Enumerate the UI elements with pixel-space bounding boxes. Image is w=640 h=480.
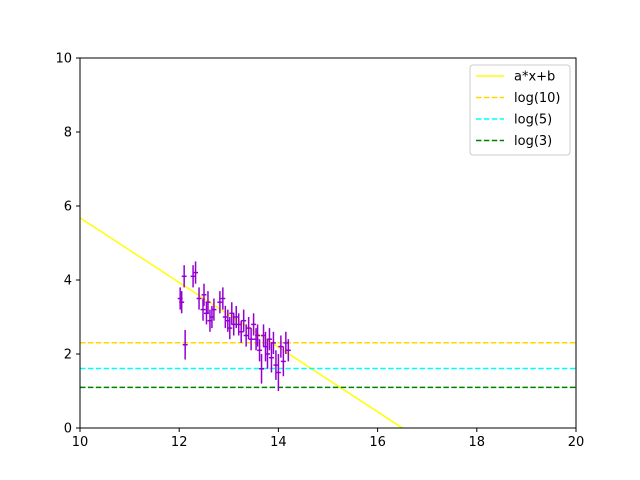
y-tick-label: 6 bbox=[64, 200, 72, 215]
x-tick-label: 20 bbox=[568, 435, 585, 450]
y-tick-label: 8 bbox=[64, 126, 72, 141]
x-axis: 10 12 14 16 18 20 bbox=[72, 428, 585, 450]
y-tick-label: 4 bbox=[64, 274, 72, 289]
errorbar-point bbox=[179, 291, 185, 314]
errorbar-point bbox=[280, 346, 286, 377]
x-tick-label: 18 bbox=[469, 435, 486, 450]
errorbar-point bbox=[278, 335, 284, 358]
errorbar-point bbox=[246, 317, 252, 340]
reference-lines bbox=[80, 217, 576, 428]
errorbar-point bbox=[241, 309, 247, 332]
x-tick-label: 14 bbox=[270, 435, 287, 450]
errorbar-point bbox=[270, 331, 276, 354]
x-tick-label: 12 bbox=[171, 435, 188, 450]
legend-box bbox=[469, 64, 571, 156]
errorbar-point bbox=[259, 354, 265, 384]
errorbar-point bbox=[222, 305, 228, 329]
errorbar-point bbox=[193, 261, 199, 284]
x-tick-label: 16 bbox=[369, 435, 386, 450]
y-axis: 0 2 4 6 8 10 bbox=[55, 52, 80, 437]
errorbar-point bbox=[201, 283, 207, 306]
errorbar-point bbox=[205, 291, 211, 314]
errorbar-point bbox=[227, 317, 233, 340]
legend-item: log(5) bbox=[476, 113, 552, 128]
errorbar-point bbox=[255, 324, 261, 347]
x-tick-label: 10 bbox=[72, 435, 89, 450]
legend-label: log(3) bbox=[514, 134, 552, 149]
errorbar-point bbox=[182, 329, 188, 360]
errorbar-point bbox=[196, 287, 202, 310]
y-tick-label: 0 bbox=[64, 422, 72, 437]
legend-label: a*x+b bbox=[514, 70, 555, 85]
legend-item: a*x+b bbox=[476, 70, 555, 85]
errorbar-point bbox=[181, 265, 187, 288]
errorbar-point bbox=[266, 328, 272, 351]
legend-item: log(3) bbox=[476, 134, 552, 149]
errorbar-point bbox=[220, 287, 226, 310]
errorbar-point bbox=[248, 328, 254, 351]
errorbar-point bbox=[251, 313, 257, 336]
errorbar-point bbox=[238, 320, 244, 343]
errorbar-point bbox=[211, 298, 217, 321]
legend-item: log(10) bbox=[476, 91, 561, 106]
errorbar-point bbox=[265, 339, 270, 369]
errorbar-point bbox=[273, 350, 279, 380]
legend: a*x+b log(10) log(5) log(3) bbox=[469, 64, 571, 156]
errorbar-point bbox=[217, 291, 223, 314]
legend-label: log(5) bbox=[514, 113, 552, 128]
errorbar-point bbox=[275, 354, 281, 391]
errorbar-point bbox=[200, 298, 206, 321]
y-tick-label: 10 bbox=[55, 52, 72, 67]
errorbar-point bbox=[257, 339, 263, 362]
errorbar-point bbox=[285, 339, 291, 362]
errorbar-series bbox=[177, 261, 291, 391]
plot-frame bbox=[79, 57, 577, 429]
errorbar-point bbox=[190, 265, 196, 288]
y-tick-label: 2 bbox=[64, 348, 72, 363]
legend-label: log(10) bbox=[514, 91, 561, 106]
errorbar-point bbox=[268, 342, 274, 373]
